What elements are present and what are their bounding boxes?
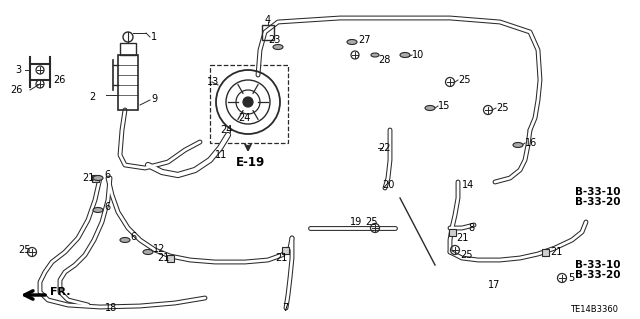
- Text: 24: 24: [238, 113, 250, 123]
- Circle shape: [243, 97, 253, 107]
- Text: 5: 5: [568, 273, 574, 283]
- Text: 10: 10: [412, 50, 424, 60]
- Ellipse shape: [400, 53, 410, 57]
- Text: 6: 6: [104, 170, 110, 180]
- Text: 21: 21: [157, 253, 170, 263]
- Text: 21: 21: [82, 173, 94, 183]
- Text: 26: 26: [10, 85, 22, 95]
- Text: E-19: E-19: [236, 155, 265, 168]
- Text: FR.: FR.: [50, 287, 70, 297]
- Ellipse shape: [273, 44, 283, 49]
- Ellipse shape: [93, 175, 103, 181]
- Ellipse shape: [425, 106, 435, 110]
- Bar: [167, 255, 174, 262]
- Text: 2: 2: [90, 92, 96, 102]
- Text: 24: 24: [220, 125, 232, 135]
- Bar: [542, 249, 549, 256]
- Text: 21: 21: [550, 247, 563, 257]
- Text: B-33-10: B-33-10: [575, 187, 621, 197]
- Text: 3: 3: [15, 65, 21, 75]
- Ellipse shape: [513, 143, 523, 147]
- Bar: [120, 43, 136, 55]
- Bar: [262, 25, 274, 40]
- Bar: [118, 55, 138, 110]
- Ellipse shape: [120, 238, 130, 242]
- Text: 17: 17: [488, 280, 500, 290]
- Text: B-33-20: B-33-20: [575, 197, 621, 207]
- Text: 25: 25: [460, 250, 472, 260]
- Text: 27: 27: [358, 35, 371, 45]
- Text: 8: 8: [468, 223, 474, 233]
- Bar: [210, 65, 288, 143]
- Text: 4: 4: [265, 15, 271, 25]
- Text: 9: 9: [151, 94, 157, 104]
- Text: 7: 7: [282, 303, 288, 313]
- Text: B-33-20: B-33-20: [575, 270, 621, 280]
- Bar: [449, 229, 456, 236]
- Text: 26: 26: [53, 75, 65, 85]
- Text: 21: 21: [275, 253, 287, 263]
- Text: 14: 14: [462, 180, 474, 190]
- Text: 20: 20: [382, 180, 394, 190]
- Bar: [92, 175, 99, 182]
- Text: 21: 21: [456, 233, 468, 243]
- Text: 25: 25: [496, 103, 509, 113]
- Text: 16: 16: [525, 138, 537, 148]
- Ellipse shape: [347, 40, 357, 44]
- Text: 22: 22: [378, 143, 390, 153]
- Text: TE14B3360: TE14B3360: [570, 306, 618, 315]
- Ellipse shape: [143, 249, 153, 255]
- Text: 12: 12: [153, 244, 165, 254]
- Text: 1: 1: [151, 32, 157, 42]
- Text: 11: 11: [215, 150, 227, 160]
- Text: 6: 6: [130, 232, 136, 242]
- Text: 28: 28: [378, 55, 390, 65]
- Text: 6: 6: [104, 202, 110, 212]
- Ellipse shape: [93, 207, 103, 212]
- Ellipse shape: [371, 53, 379, 57]
- Text: 15: 15: [438, 101, 451, 111]
- Text: 19: 19: [350, 217, 362, 227]
- Text: B-33-10: B-33-10: [575, 260, 621, 270]
- Bar: [282, 247, 289, 254]
- Text: 13: 13: [207, 77, 220, 87]
- Text: 18: 18: [105, 303, 117, 313]
- Text: 25: 25: [365, 217, 378, 227]
- Text: 25: 25: [18, 245, 31, 255]
- Text: 25: 25: [458, 75, 470, 85]
- Text: 23: 23: [268, 35, 280, 45]
